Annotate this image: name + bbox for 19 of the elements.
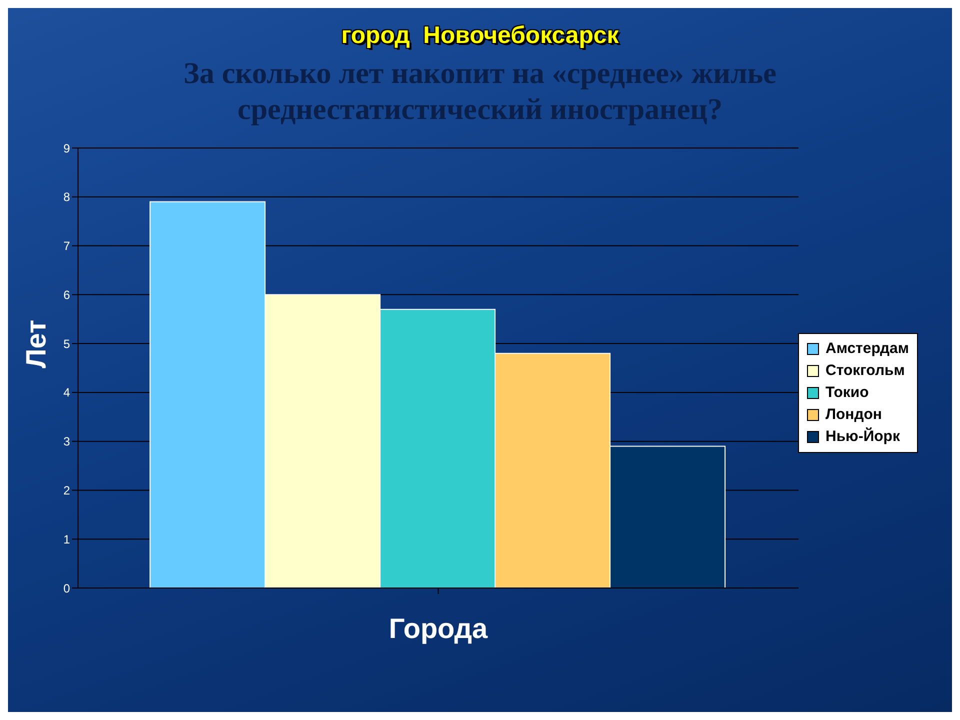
y-tick-label: 5: [63, 336, 70, 351]
legend-label: Токио: [825, 383, 869, 403]
y-tick-label: 6: [63, 288, 70, 302]
y-axis-title: Лет: [20, 320, 52, 368]
y-tick-label: 2: [63, 483, 70, 498]
y-tick-label: 7: [63, 239, 70, 254]
legend-label: Нью-Йорк: [825, 426, 900, 447]
text: Амстердам: [825, 339, 909, 359]
y-tick-label: 1: [63, 532, 70, 546]
y-tick-label: 8: [63, 190, 70, 204]
chart-title: город Новочебоксарск: [340, 21, 620, 50]
legend-label: Стокгольм: [825, 361, 905, 381]
legend-label: Лондон: [825, 405, 882, 425]
x-axis-title: Города: [388, 613, 488, 644]
chart-subtitle: За сколько лет накопит на «среднее» жилье среднестатистический иностранец?: [182, 56, 778, 128]
y-tick-label: 3: [63, 434, 70, 449]
y-tick-label: 0: [63, 581, 70, 596]
y-tick-label: 9: [63, 141, 70, 156]
y-tick-label: 4: [63, 386, 70, 400]
